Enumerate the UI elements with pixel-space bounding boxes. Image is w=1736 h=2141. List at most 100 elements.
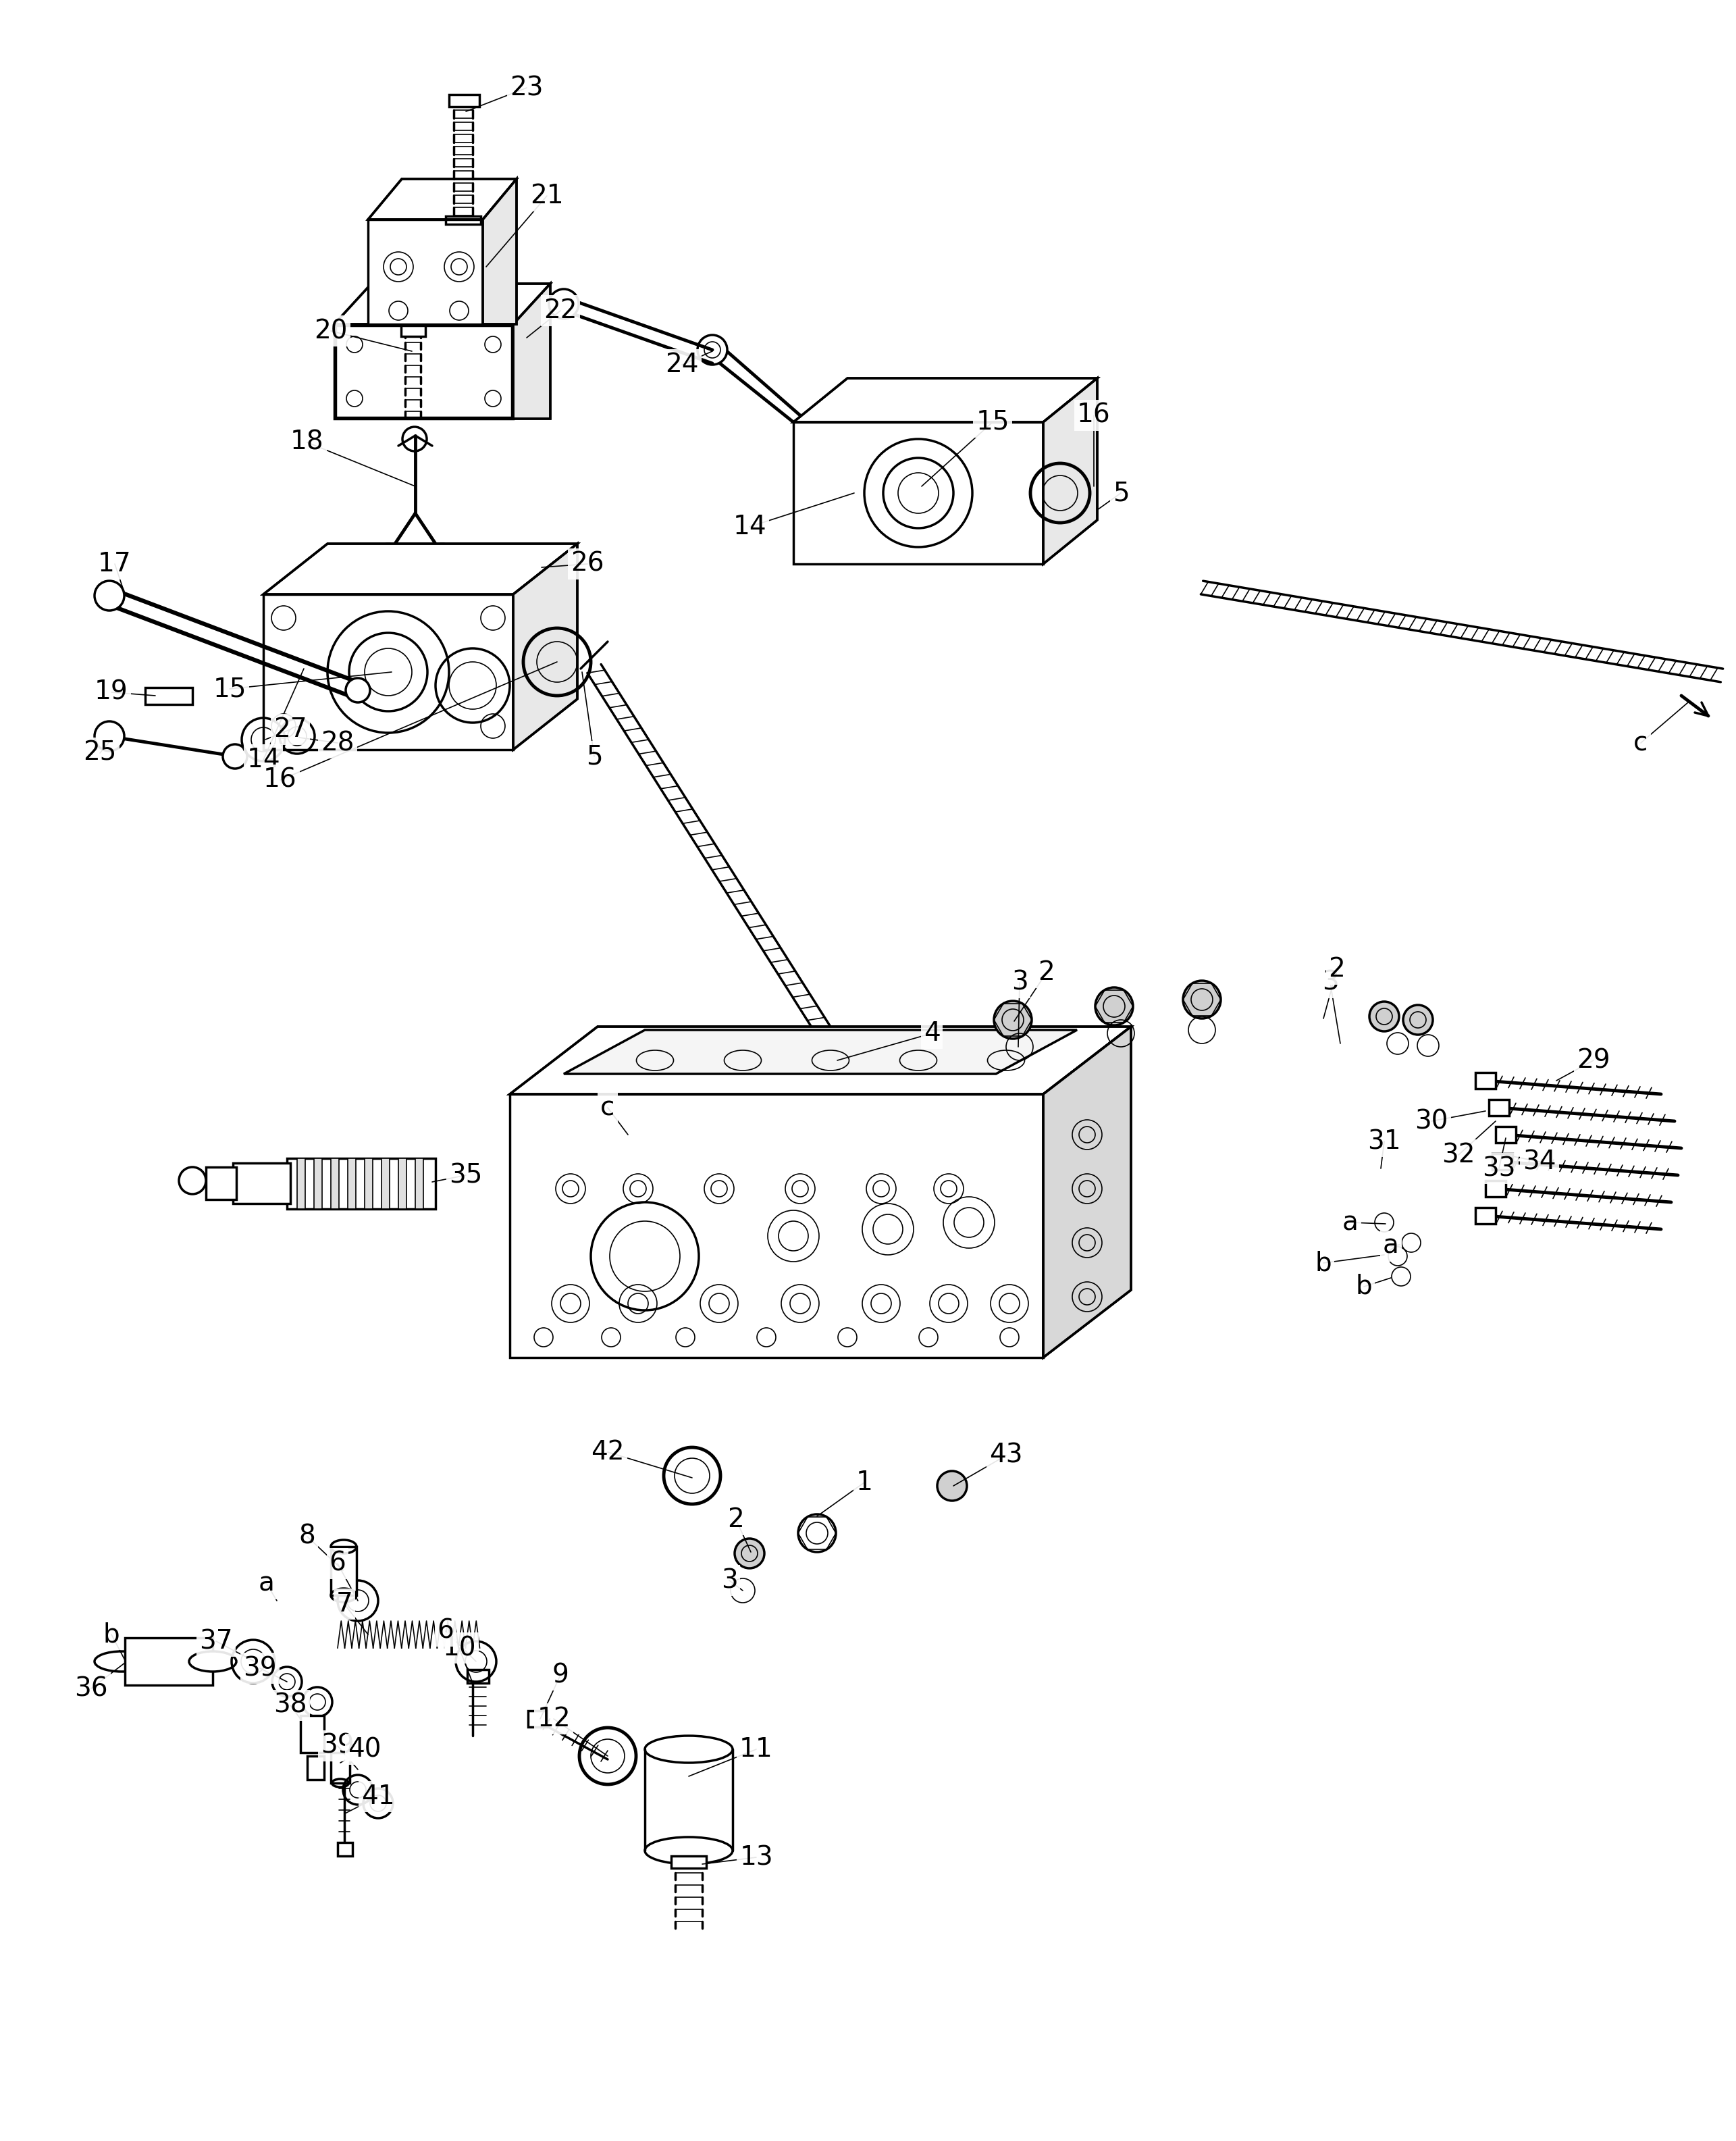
Polygon shape [1043,379,1097,563]
Bar [467,1670,490,1683]
Text: 8: 8 [299,1524,316,1550]
Bar [450,94,479,107]
Polygon shape [335,283,550,323]
Text: 16: 16 [264,766,297,792]
Circle shape [94,580,125,610]
Circle shape [549,289,578,319]
Circle shape [1403,1004,1432,1034]
Bar [510,1094,1043,1357]
Text: 21: 21 [529,182,564,208]
Bar [125,1638,214,1685]
Text: 10: 10 [443,1636,476,1661]
Ellipse shape [644,1736,733,1762]
Text: 3: 3 [1321,970,1338,996]
Polygon shape [793,379,1097,422]
Text: 9: 9 [552,1661,569,1687]
Bar [1476,1073,1496,1090]
Text: 24: 24 [665,351,698,377]
Polygon shape [483,180,517,323]
Text: 5: 5 [1113,480,1128,505]
Text: 26: 26 [571,550,604,576]
Bar [1493,1154,1512,1169]
Bar [146,687,193,704]
Polygon shape [368,180,517,221]
Circle shape [94,722,125,751]
Text: c: c [1634,730,1647,756]
Text: 16: 16 [1076,403,1111,428]
Text: b: b [102,1621,120,1646]
Text: 20: 20 [314,319,347,345]
Text: 37: 37 [200,1629,233,1655]
Bar [264,595,514,749]
Bar [335,325,512,417]
Text: 3: 3 [720,1567,738,1593]
Text: 27: 27 [274,717,307,743]
Text: 6: 6 [437,1619,455,1644]
Polygon shape [1043,1026,1130,1357]
Bar [398,1158,406,1210]
Text: 40: 40 [347,1736,382,1762]
Ellipse shape [189,1651,236,1672]
Text: 7: 7 [337,1591,352,1616]
Text: 39: 39 [243,1655,276,1681]
Text: 38: 38 [274,1694,307,1719]
Circle shape [1182,981,1220,1019]
Polygon shape [514,544,578,749]
Bar [286,1158,436,1210]
Circle shape [1370,1002,1399,1032]
Ellipse shape [644,1837,733,1865]
Bar [332,1753,349,1783]
Text: 15: 15 [976,409,1009,435]
Circle shape [345,679,370,702]
Text: 2: 2 [727,1507,745,1533]
Bar [1476,1208,1496,1225]
Text: 33: 33 [1483,1156,1516,1182]
Polygon shape [264,544,578,595]
Circle shape [698,334,727,364]
Text: 19: 19 [95,679,128,704]
Text: 23: 23 [510,75,543,101]
Bar [365,1158,373,1210]
Text: 14: 14 [733,514,766,540]
Polygon shape [510,1026,1130,1094]
Ellipse shape [94,1651,149,1672]
Bar [1496,1126,1516,1143]
Text: 31: 31 [1368,1128,1401,1154]
Bar [368,221,483,323]
Text: 41: 41 [361,1783,394,1809]
Text: 34: 34 [1522,1150,1555,1175]
Text: 32: 32 [1443,1141,1476,1167]
Bar [672,1856,707,1869]
Text: 12: 12 [536,1706,571,1732]
Circle shape [510,548,549,587]
Bar [382,1158,389,1210]
Text: a: a [259,1571,274,1597]
Bar [207,1167,236,1199]
Text: 4: 4 [924,1021,941,1047]
Text: 13: 13 [740,1846,773,1871]
Text: c: c [601,1094,615,1120]
Text: b: b [1356,1274,1371,1300]
Text: 3: 3 [1012,970,1028,996]
Circle shape [734,1539,764,1567]
Text: 30: 30 [1415,1109,1448,1135]
Text: 29: 29 [1576,1047,1611,1073]
Bar [1486,1180,1505,1197]
Text: 17: 17 [97,550,132,576]
Text: 43: 43 [990,1443,1023,1469]
Text: 14: 14 [247,747,279,773]
Circle shape [937,1471,967,1501]
Bar [1489,1100,1509,1115]
Circle shape [995,1002,1031,1038]
Text: 36: 36 [75,1676,108,1702]
Text: 2: 2 [1328,957,1345,983]
Bar [314,1158,323,1210]
Bar [528,1711,547,1728]
Bar [347,1158,356,1210]
Text: a: a [1342,1210,1359,1235]
Text: b: b [1316,1250,1332,1276]
Text: 18: 18 [290,430,325,456]
Circle shape [1095,987,1134,1026]
Bar [300,1715,325,1753]
Text: 1: 1 [856,1469,873,1494]
